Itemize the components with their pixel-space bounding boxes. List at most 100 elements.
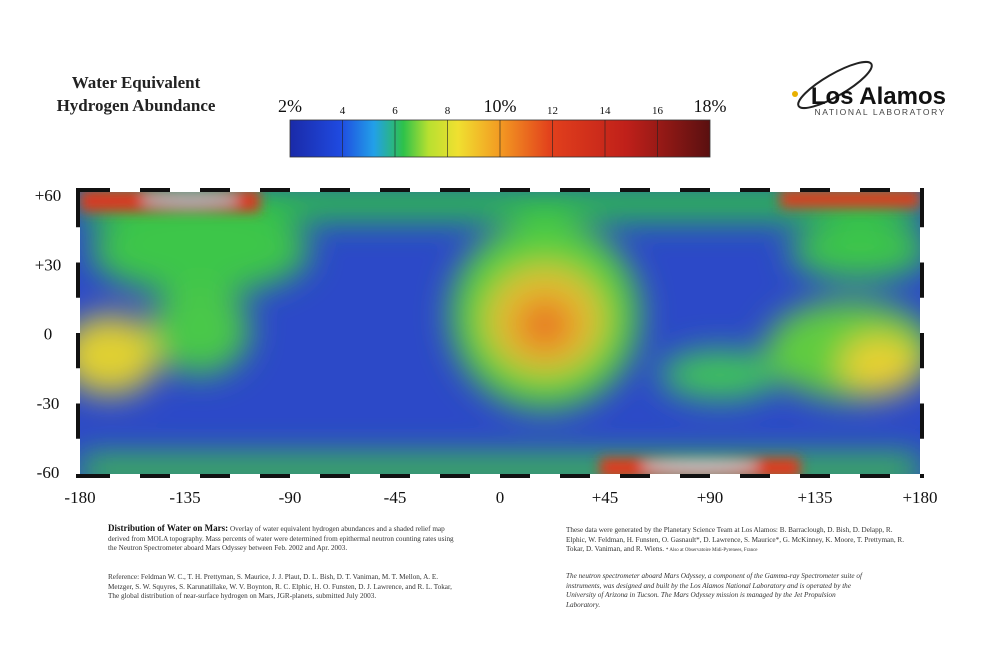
frame-segment	[440, 474, 470, 478]
frame-segment	[380, 474, 410, 478]
frame-segment	[890, 474, 920, 478]
frame-segment	[230, 188, 260, 192]
frame-segment	[710, 188, 740, 192]
frame-segment	[800, 474, 830, 478]
frame-segment	[650, 474, 680, 478]
frame-segment	[650, 188, 680, 192]
frame-segment	[230, 474, 260, 478]
frame-segment	[200, 188, 230, 192]
scale-label: 18%	[694, 96, 727, 116]
longitude-label: +180	[902, 488, 937, 507]
map	[76, 188, 924, 478]
frame-segment	[710, 474, 740, 478]
caption-instrument: The neutron spectrometer aboard Mars Ody…	[566, 572, 862, 609]
frame-segment	[620, 474, 650, 478]
frame-segment	[350, 188, 380, 192]
longitude-labels: -180 -135 -90 -45 0 +45 +90 +135 +180	[64, 488, 937, 507]
frame-segment	[350, 474, 380, 478]
frame-segment	[76, 227, 80, 263]
scale-label: 10%	[484, 96, 517, 116]
latitude-labels: +60 +30 0 -30 -60	[35, 186, 62, 482]
frame-segment	[110, 188, 140, 192]
scale-label: 16	[652, 105, 664, 117]
frame-segment	[80, 188, 110, 192]
frame-segment	[920, 438, 924, 474]
caption-note: * Also at Observatoire Midi-Pyrenees, Fr…	[665, 548, 758, 554]
longitude-label: -135	[169, 488, 200, 507]
caption-credits: These data were generated by the Planeta…	[566, 526, 906, 556]
frame-segment	[320, 188, 350, 192]
frame-segment	[470, 474, 500, 478]
scale-label: 2%	[278, 96, 302, 116]
frame-segment	[470, 188, 500, 192]
caption-text: Overlay of water equivalent hydrogen abu…	[108, 525, 454, 553]
frame-segment	[260, 474, 290, 478]
frame-segment	[76, 438, 80, 474]
scale-label: 8	[445, 105, 451, 117]
longitude-label: -90	[279, 488, 302, 507]
frame-segment	[560, 188, 590, 192]
frame-segment	[76, 333, 80, 369]
frame-segment	[170, 474, 200, 478]
latitude-label: +30	[35, 255, 62, 274]
frame-segment	[380, 188, 410, 192]
scale-label: 12	[547, 105, 558, 117]
frame-segment	[590, 474, 620, 478]
frame-segment	[290, 474, 320, 478]
frame-segment	[530, 474, 560, 478]
frame-segment	[740, 474, 770, 478]
frame-segment	[140, 188, 170, 192]
color-bar-labels: 2% 4 6 8 10% 12 14 16 18%	[278, 96, 727, 157]
logo-name: Los Alamos	[811, 83, 946, 110]
frame-segment	[920, 262, 924, 298]
logo: Los Alamos NATIONAL LABORATORY	[792, 60, 946, 117]
frame-segment	[410, 474, 440, 478]
legend-title: Water Equivalent	[72, 73, 201, 92]
caption-heading: Distribution of Water on Mars:	[108, 523, 229, 533]
frame-segment	[320, 474, 350, 478]
frame-segment	[920, 403, 924, 439]
frame-segment	[76, 297, 80, 333]
latitude-label: +60	[35, 186, 62, 205]
frame-segment	[800, 188, 830, 192]
longitude-label: +135	[797, 488, 832, 507]
frame-segment	[290, 188, 320, 192]
frame-segment	[500, 188, 530, 192]
scale-label: 4	[340, 105, 346, 117]
frame-segment	[140, 474, 170, 478]
frame-segment	[920, 227, 924, 263]
frame-segment	[680, 188, 710, 192]
scale-label: 6	[392, 105, 398, 117]
frame-segment	[860, 188, 890, 192]
frame-segment	[770, 188, 800, 192]
latitude-label: 0	[44, 325, 53, 344]
caption-reference: Reference: Feldman W. C., T. H. Prettyma…	[108, 573, 452, 601]
legend-title: Hydrogen Abundance	[57, 96, 216, 115]
latitude-label: -60	[37, 463, 60, 482]
longitude-label: +90	[697, 488, 724, 507]
frame-segment	[560, 474, 590, 478]
longitude-label: +45	[592, 488, 619, 507]
frame-segment	[620, 188, 650, 192]
frame-segment	[830, 188, 860, 192]
frame-segment	[860, 474, 890, 478]
frame-segment	[200, 474, 230, 478]
caption-description: Distribution of Water on Mars: Overlay o…	[108, 523, 458, 554]
frame-segment	[770, 474, 800, 478]
frame-segment	[680, 474, 710, 478]
longitude-label: -180	[64, 488, 95, 507]
frame-segment	[590, 188, 620, 192]
frame-segment	[740, 188, 770, 192]
frame-segment	[920, 297, 924, 333]
frame-segment	[260, 188, 290, 192]
frame-segment	[920, 192, 924, 228]
frame-segment	[110, 474, 140, 478]
frame-segment	[410, 188, 440, 192]
frame-segment	[170, 188, 200, 192]
longitude-label: -45	[384, 488, 407, 507]
frame-segment	[76, 192, 80, 228]
frame-segment	[80, 474, 110, 478]
scale-label: 14	[600, 105, 612, 117]
